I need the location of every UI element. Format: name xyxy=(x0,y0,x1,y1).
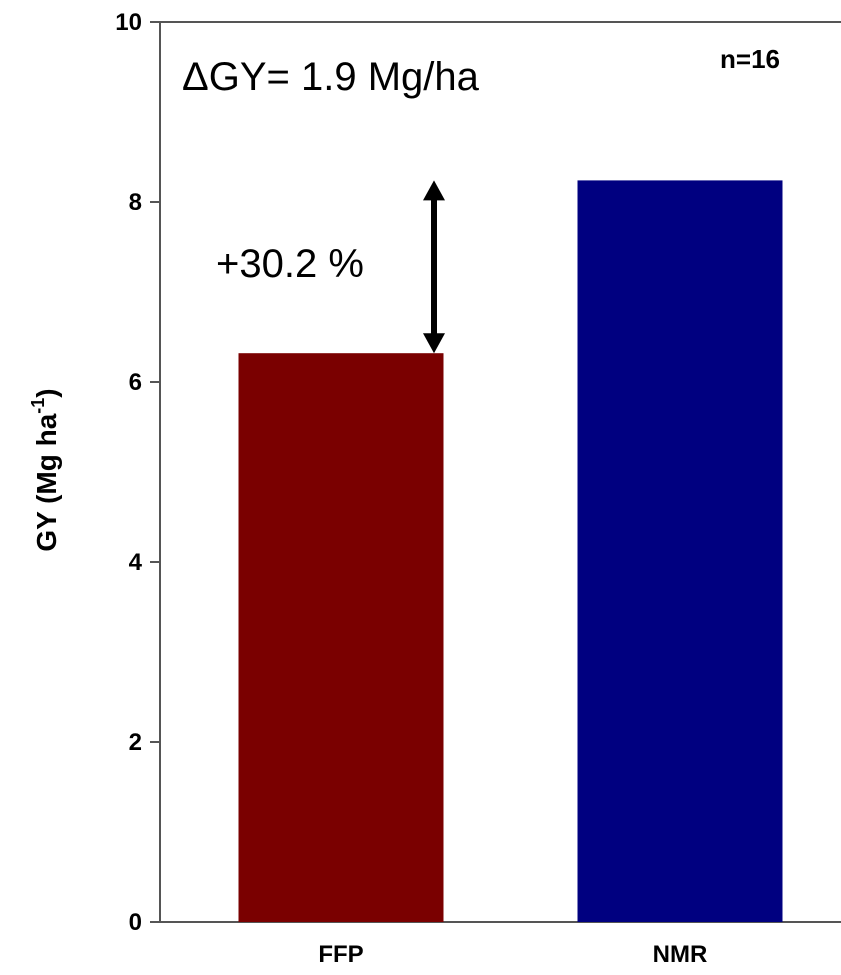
y-tick-label: 10 xyxy=(115,9,142,36)
y-tick-label: 2 xyxy=(129,729,142,756)
category-labels: FFP NMR xyxy=(318,941,707,968)
category-label-ffp: FFP xyxy=(318,941,363,968)
y-tick-label: 4 xyxy=(129,549,143,576)
difference-arrow xyxy=(423,180,445,354)
y-axis-label: GY (Mg ha-1) xyxy=(28,388,62,551)
bar-ffp xyxy=(238,353,444,922)
bar-nmr xyxy=(577,180,783,922)
bars xyxy=(238,180,783,922)
n-annotation: n=16 xyxy=(720,44,780,74)
percent-annotation: +30.2 % xyxy=(216,242,364,286)
y-tick-label: 0 xyxy=(129,909,142,936)
category-label-nmr: NMR xyxy=(653,941,708,968)
delta-annotation: ΔGY= 1.9 Mg/ha xyxy=(182,55,480,99)
y-tick-label: 8 xyxy=(129,189,142,216)
y-ticks: 0 2 4 6 8 10 xyxy=(115,9,160,936)
y-tick-label: 6 xyxy=(129,369,142,396)
